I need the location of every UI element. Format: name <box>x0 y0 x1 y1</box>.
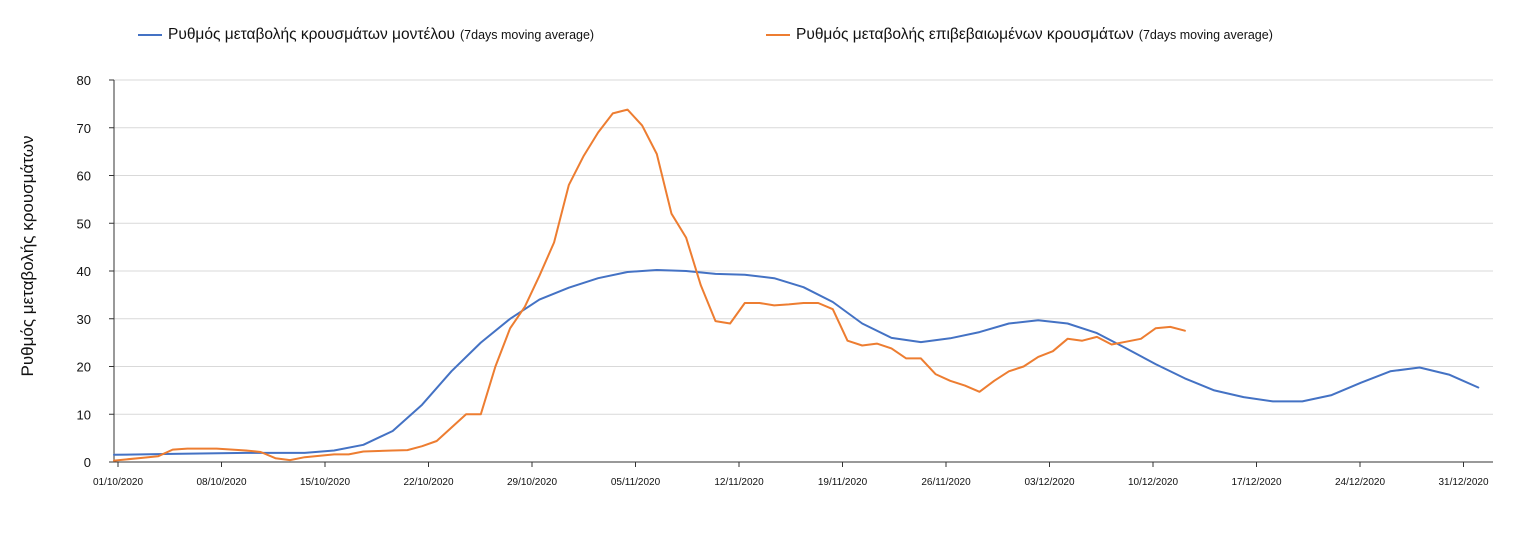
y-tick-label: 70 <box>77 121 91 136</box>
y-axis-ticks: 0 10 20 30 40 50 60 70 80 <box>77 73 114 470</box>
x-tick-label: 26/11/2020 <box>921 477 971 488</box>
y-tick-label: 30 <box>77 312 91 327</box>
x-tick-label: 03/12/2020 <box>1024 477 1074 488</box>
legend-label-confirmed: Ρυθμός μεταβολής επιβεβαιωμένων κρουσμάτ… <box>796 26 1134 43</box>
x-tick-label: 12/11/2020 <box>714 477 764 488</box>
x-tick-label: 15/10/2020 <box>300 477 350 488</box>
x-tick-label: 24/12/2020 <box>1335 477 1385 488</box>
legend-note-model: (7days moving average) <box>460 28 595 42</box>
series-line-confirmed <box>113 108 1186 462</box>
y-tick-label: 80 <box>77 73 91 88</box>
x-tick-label: 31/12/2020 <box>1438 477 1488 488</box>
x-tick-label: 05/11/2020 <box>611 477 661 488</box>
x-tick-label: 08/10/2020 <box>196 477 246 488</box>
series-lines <box>113 108 1480 462</box>
series-line-model <box>113 269 1480 456</box>
y-tick-label: 60 <box>77 169 91 184</box>
legend-entry-confirmed: Ρυθμός μεταβολής επιβεβαιωμένων κρουσμάτ… <box>766 26 1273 44</box>
x-axis-ticks: 01/10/2020 08/10/2020 15/10/2020 22/10/2020… <box>93 462 1489 488</box>
y-tick-label: 50 <box>77 216 91 231</box>
legend-swatch-model <box>138 34 162 36</box>
y-tick-label: 0 <box>84 455 91 470</box>
x-tick-label: 10/12/2020 <box>1128 477 1178 488</box>
x-tick-label: 22/10/2020 <box>403 477 453 488</box>
y-axis-label: Ρυθμός μεταβολής κρουσμάτων <box>18 135 37 377</box>
legend-entry-model: Ρυθμός μεταβολής κρουσμάτων μοντέλου (7d… <box>138 26 594 44</box>
y-tick-label: 20 <box>77 360 91 375</box>
y-tick-label: 40 <box>77 264 91 279</box>
x-tick-label: 17/12/2020 <box>1231 477 1281 488</box>
legend-label-model: Ρυθμός μεταβολής κρουσμάτων μοντέλου <box>168 26 455 43</box>
x-tick-label: 01/10/2020 <box>93 477 143 488</box>
y-tick-label: 10 <box>77 407 91 422</box>
legend-note-confirmed: (7days moving average) <box>1138 28 1273 42</box>
gridlines <box>114 79 1493 415</box>
legend-swatch-confirmed <box>766 34 790 36</box>
x-tick-label: 19/11/2020 <box>818 477 868 488</box>
x-tick-label: 29/10/2020 <box>507 477 557 488</box>
